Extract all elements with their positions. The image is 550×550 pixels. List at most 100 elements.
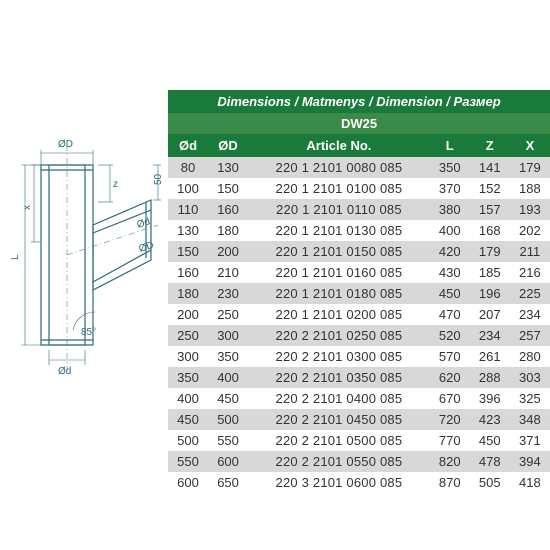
table-cell: 325: [510, 388, 550, 409]
table-header-row: Ød ØD Article No. L Z X: [168, 134, 550, 157]
table-cell: 160: [208, 199, 248, 220]
table-cell: 220 2 2101 0250 085: [248, 325, 430, 346]
dimensions-table: Dimensions / Matmenys / Dimension / Разм…: [168, 90, 550, 493]
table-cell: 350: [208, 346, 248, 367]
table-subtitle: DW25: [168, 113, 550, 134]
table-cell: 220 2 2101 0350 085: [248, 367, 430, 388]
table-cell: 500: [208, 409, 248, 430]
table-cell: 396: [470, 388, 510, 409]
table-cell: 185: [470, 262, 510, 283]
table-row: 500550220 2 2101 0500 085770450371: [168, 430, 550, 451]
table-cell: 141: [470, 157, 510, 178]
label-x: x: [22, 205, 33, 210]
label-d-side: Ød: [136, 216, 152, 231]
table-cell: 150: [208, 178, 248, 199]
table-cell: 418: [510, 472, 550, 493]
table-cell: 520: [430, 325, 470, 346]
table-cell: 250: [168, 325, 208, 346]
table-cell: 261: [470, 346, 510, 367]
table-cell: 770: [430, 430, 470, 451]
table-cell: 870: [430, 472, 470, 493]
label-L: L: [10, 254, 21, 260]
table-cell: 423: [470, 409, 510, 430]
col-L: L: [430, 134, 470, 157]
table-cell: 420: [430, 241, 470, 262]
table-cell: 150: [168, 241, 208, 262]
table-cell: 250: [208, 304, 248, 325]
table-cell: 220 1 2101 0130 085: [248, 220, 430, 241]
col-X: X: [510, 134, 550, 157]
table-title: Dimensions / Matmenys / Dimension / Разм…: [168, 90, 550, 113]
table-cell: 371: [510, 430, 550, 451]
table-cell: 720: [430, 409, 470, 430]
table-row: 300350220 2 2101 0300 085570261280: [168, 346, 550, 367]
table-cell: 650: [208, 472, 248, 493]
technical-diagram: ØD z 50 x L Ød ØD 85° Ød: [3, 130, 168, 380]
table-cell: 220 1 2101 0160 085: [248, 262, 430, 283]
table-cell: 160: [168, 262, 208, 283]
table-cell: 220 1 2101 0100 085: [248, 178, 430, 199]
table-cell: 168: [470, 220, 510, 241]
table-cell: 234: [470, 325, 510, 346]
table-cell: 400: [430, 220, 470, 241]
table-cell: 303: [510, 367, 550, 388]
table-cell: 400: [168, 388, 208, 409]
col-OD: ØD: [208, 134, 248, 157]
table-cell: 220 3 2101 0600 085: [248, 472, 430, 493]
table-cell: 450: [430, 283, 470, 304]
table-cell: 370: [430, 178, 470, 199]
table-cell: 670: [430, 388, 470, 409]
table-cell: 157: [470, 199, 510, 220]
table-cell: 600: [168, 472, 208, 493]
table-cell: 820: [430, 451, 470, 472]
table-cell: 350: [430, 157, 470, 178]
table-cell: 220 1 2101 0150 085: [248, 241, 430, 262]
col-Z: Z: [470, 134, 510, 157]
table-cell: 348: [510, 409, 550, 430]
table-cell: 550: [208, 430, 248, 451]
table-row: 110160220 1 2101 0110 085380157193: [168, 199, 550, 220]
table-cell: 220 1 2101 0200 085: [248, 304, 430, 325]
table-cell: 110: [168, 199, 208, 220]
table-cell: 234: [510, 304, 550, 325]
label-50: 50: [153, 173, 164, 185]
table-cell: 180: [208, 220, 248, 241]
table-cell: 505: [470, 472, 510, 493]
table-cell: 300: [208, 325, 248, 346]
table-cell: 220 2 2101 0500 085: [248, 430, 430, 451]
table-cell: 450: [470, 430, 510, 451]
table-cell: 450: [208, 388, 248, 409]
table-cell: 400: [208, 367, 248, 388]
table-cell: 620: [430, 367, 470, 388]
label-z: z: [113, 179, 118, 190]
table-cell: 220 1 2101 0110 085: [248, 199, 430, 220]
table-cell: 100: [168, 178, 208, 199]
table-row: 150200220 1 2101 0150 085420179211: [168, 241, 550, 262]
table-cell: 193: [510, 199, 550, 220]
table-cell: 202: [510, 220, 550, 241]
table-row: 450500220 2 2101 0450 085720423348: [168, 409, 550, 430]
table-cell: 600: [208, 451, 248, 472]
table-cell: 430: [430, 262, 470, 283]
table-cell: 350: [168, 367, 208, 388]
label-d-bot: Ød: [58, 366, 71, 377]
table-cell: 130: [208, 157, 248, 178]
table-cell: 180: [168, 283, 208, 304]
table-row: 400450220 2 2101 0400 085670396325: [168, 388, 550, 409]
table-row: 100150220 1 2101 0100 085370152188: [168, 178, 550, 199]
table-cell: 80: [168, 157, 208, 178]
table-row: 130180220 1 2101 0130 085400168202: [168, 220, 550, 241]
table-cell: 152: [470, 178, 510, 199]
table-row: 600650220 3 2101 0600 085870505418: [168, 472, 550, 493]
table-cell: 550: [168, 451, 208, 472]
table-row: 200250220 1 2101 0200 085470207234: [168, 304, 550, 325]
table-cell: 280: [510, 346, 550, 367]
label-D-top: ØD: [58, 139, 73, 150]
label-D-side: ØD: [138, 240, 156, 255]
table-cell: 200: [208, 241, 248, 262]
table-row: 160210220 1 2101 0160 085430185216: [168, 262, 550, 283]
table-cell: 216: [510, 262, 550, 283]
table-row: 180230220 1 2101 0180 085450196225: [168, 283, 550, 304]
table-cell: 210: [208, 262, 248, 283]
table-cell: 220 2 2101 0400 085: [248, 388, 430, 409]
